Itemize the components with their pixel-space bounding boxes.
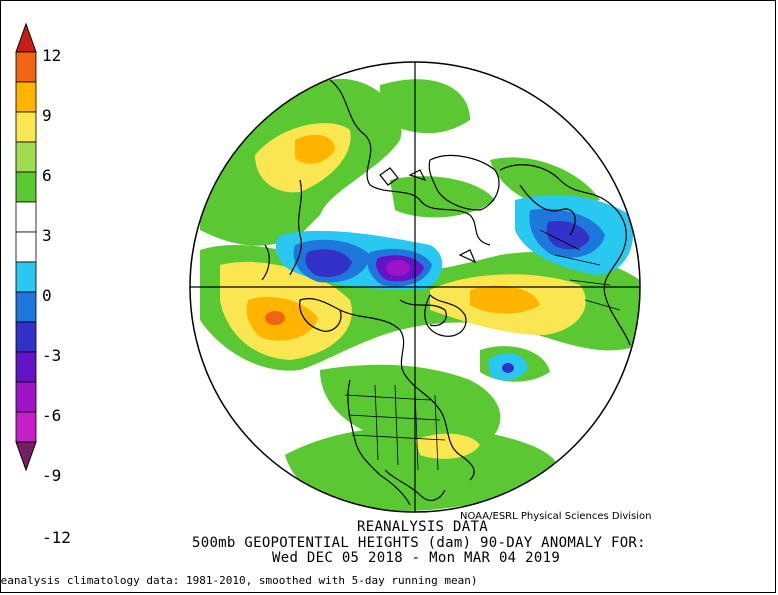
coastline-alaska — [299, 298, 342, 332]
coastline-east-asia — [289, 179, 303, 276]
state-borders — [344, 384, 446, 471]
colorbar-label-neg6: -6 — [42, 406, 62, 425]
credit-label: NOAA/ESRL Physical Sciences Division — [460, 511, 652, 522]
anomaly-positive-9-region — [470, 285, 540, 314]
coastline-mexico — [384, 469, 446, 502]
colorbar-label-6: 6 — [42, 166, 52, 185]
colorbar-graphic — [15, 22, 37, 472]
colorbar-label-3: 3 — [42, 226, 52, 245]
footnote: Reanalysis climatology data: 1981-2010, … — [0, 574, 478, 587]
anomaly-positive-3-region — [380, 79, 470, 134]
coastline-north-america — [339, 309, 475, 481]
anomaly-negative-9-region — [546, 220, 590, 250]
coastline-japan — [261, 244, 270, 281]
anomaly-positive-3-region — [285, 426, 560, 511]
coastline-siberia — [329, 79, 491, 246]
colorbar-label-neg9: -9 — [42, 466, 62, 485]
anomaly-positive-6-region — [415, 433, 480, 459]
colorbar-bottom-arrow — [15, 441, 37, 472]
anomaly-negative-9-region — [305, 249, 352, 278]
anomaly-negative-core — [386, 260, 410, 276]
title-line-1: REANALYSIS DATA — [357, 519, 488, 535]
colorbar-label-9: 9 — [42, 106, 52, 125]
anomaly-negative-core — [502, 363, 514, 373]
colorbar-label-12: 12 — [42, 46, 62, 65]
coastline-europe — [499, 164, 631, 346]
coastline-greenland — [428, 154, 500, 211]
colorbar: 12 9 6 3 0 -3 -6 -9 -12 — [8, 22, 78, 582]
coastlines — [261, 79, 631, 506]
coastline-canada — [424, 293, 467, 337]
title-line-3: Wed DEC 05 2018 - Mon MAR 04 2019 — [272, 550, 561, 566]
map-boundary — [189, 61, 641, 513]
colorbar-label-neg12: -12 — [42, 528, 71, 547]
coastline-scandinavia — [519, 184, 576, 236]
colorbar-label-0: 0 — [42, 286, 52, 305]
anomaly-positive-9-region — [295, 134, 335, 164]
europe-borders — [539, 229, 621, 311]
title-line-2: 500mb GEOPOTENTIAL HEIGHTS (dam) 90-DAY … — [192, 535, 646, 551]
anomaly-positive-12-core — [265, 311, 285, 325]
coastline-west-us — [347, 379, 411, 506]
colorbar-label-neg3: -3 — [42, 346, 62, 365]
coastline-hudson — [399, 299, 447, 327]
